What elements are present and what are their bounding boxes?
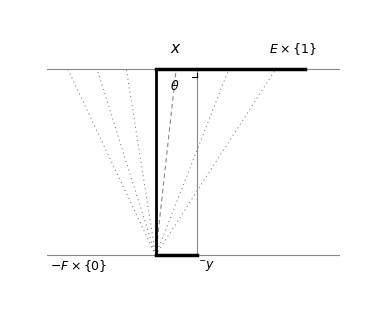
Text: $E \times \{1\}$: $E \times \{1\}$ [269, 41, 317, 57]
Text: $-F \times \{0\}$: $-F \times \{0\}$ [50, 258, 108, 274]
Text: $\theta$: $\theta$ [170, 79, 180, 93]
Text: $^{-}y$: $^{-}y$ [198, 258, 215, 274]
Text: $x$: $x$ [170, 41, 182, 56]
